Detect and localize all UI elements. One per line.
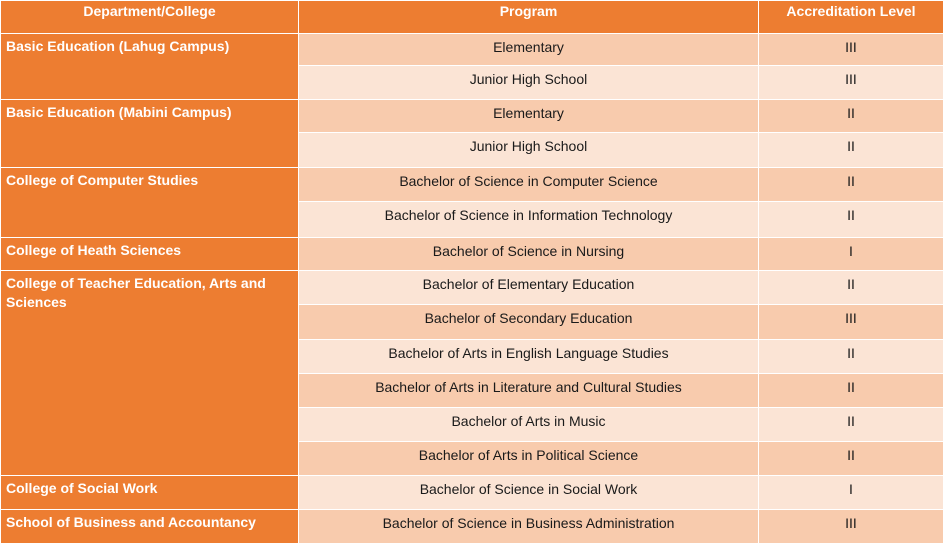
- department-cell: College of Teacher Education, Arts and S…: [1, 271, 299, 476]
- program-cell: Bachelor of Arts in Music: [299, 408, 759, 442]
- program-cell: Bachelor of Arts in Literature and Cultu…: [299, 374, 759, 408]
- program-cell: Bachelor of Science in Information Techn…: [299, 202, 759, 238]
- program-cell: Bachelor of Secondary Education: [299, 305, 759, 340]
- department-cell: Basic Education (Mabini Campus): [1, 100, 299, 168]
- accreditation-level-cell: II: [759, 374, 943, 408]
- program-cell: Bachelor of Science in Business Administ…: [299, 510, 759, 544]
- table-row: Basic Education (Mabini Campus)Elementar…: [1, 100, 943, 133]
- accreditation-level-cell: II: [759, 408, 943, 442]
- accreditation-level-cell: II: [759, 442, 943, 476]
- department-cell: College of Heath Sciences: [1, 238, 299, 271]
- accreditation-level-cell: III: [759, 510, 943, 544]
- accreditation-level-cell: II: [759, 271, 943, 305]
- program-cell: Elementary: [299, 34, 759, 66]
- department-cell: School of Business and Accountancy: [1, 510, 299, 544]
- program-cell: Elementary: [299, 100, 759, 133]
- program-cell: Bachelor of Elementary Education: [299, 271, 759, 305]
- header-row: Department/College Program Accreditation…: [1, 1, 943, 34]
- accreditation-level-cell: II: [759, 340, 943, 374]
- accreditation-level-cell: II: [759, 168, 943, 202]
- accreditation-level-cell: I: [759, 238, 943, 271]
- header-program: Program: [299, 1, 759, 34]
- department-cell: College of Social Work: [1, 476, 299, 510]
- program-cell: Bachelor of Science in Computer Science: [299, 168, 759, 202]
- accreditation-level-cell: II: [759, 100, 943, 133]
- program-cell: Junior High School: [299, 133, 759, 168]
- table-row: College of Teacher Education, Arts and S…: [1, 271, 943, 305]
- department-cell: College of Computer Studies: [1, 168, 299, 238]
- table-row: Basic Education (Lahug Campus)Elementary…: [1, 34, 943, 66]
- accreditation-level-cell: II: [759, 133, 943, 168]
- accreditation-level-cell: III: [759, 34, 943, 66]
- header-level: Accreditation Level: [759, 1, 943, 34]
- program-cell: Junior High School: [299, 66, 759, 100]
- accreditation-level-cell: III: [759, 305, 943, 340]
- program-cell: Bachelor of Arts in English Language Stu…: [299, 340, 759, 374]
- department-cell: Basic Education (Lahug Campus): [1, 34, 299, 100]
- program-cell: Bachelor of Science in Social Work: [299, 476, 759, 510]
- accreditation-level-cell: III: [759, 66, 943, 100]
- accreditation-level-cell: I: [759, 476, 943, 510]
- accreditation-level-cell: II: [759, 202, 943, 238]
- header-department: Department/College: [1, 1, 299, 34]
- program-cell: Bachelor of Science in Nursing: [299, 238, 759, 271]
- program-cell: Bachelor of Arts in Political Science: [299, 442, 759, 476]
